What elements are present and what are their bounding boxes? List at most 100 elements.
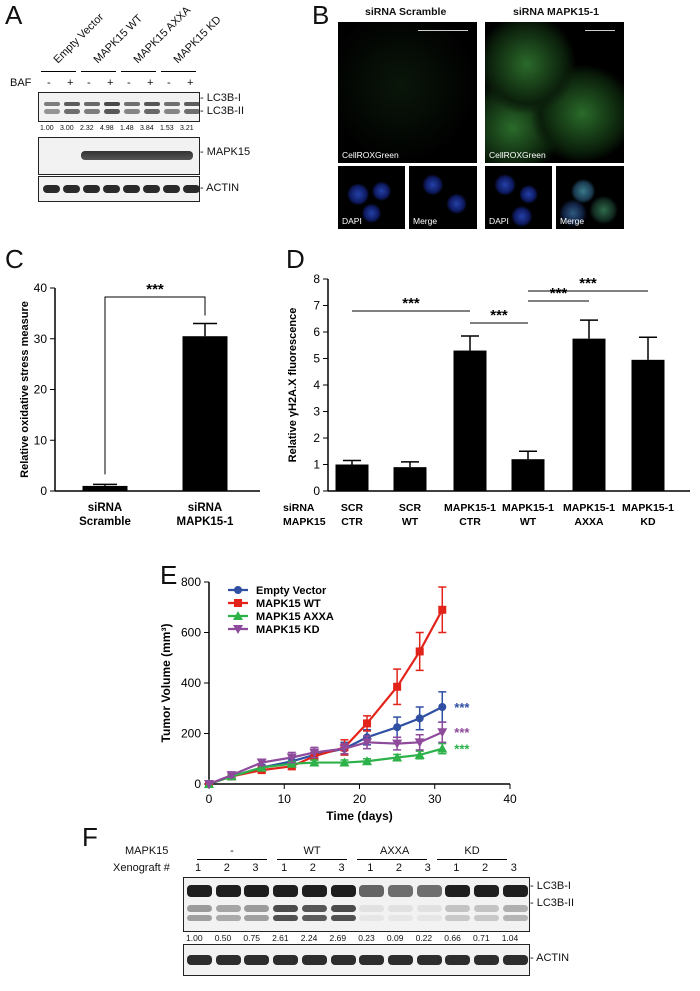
lc3-i-band-a-2 [64,102,80,106]
panel-label-e: E [160,560,178,590]
c-sig-bracket [104,296,206,475]
f-xeno-8: 2 [395,862,403,874]
mapk15-label-f: MAPK15 [125,845,169,857]
lc3-i-band-a-6 [144,102,160,106]
actin-band-a-2 [63,185,80,193]
d-xlabel-2-1: SCR [399,502,422,514]
lc3-ii-lower-band-f-5 [301,915,327,921]
panel-label-f: F [82,822,98,852]
title-mapk15: siRNA MAPK15-1 [513,6,599,18]
panel-label-a: A [5,0,23,30]
lc3b-ii-label-f: - LC3B-II [530,897,575,909]
f-xeno-2: 2 [223,862,230,874]
d-ytick-label-3: 3 [313,405,320,419]
actin-band-a-5 [123,185,140,193]
lc3-ii-lower-band-f-6 [330,915,356,921]
c-bar-2 [182,336,228,491]
lc3-ii-band-a-8 [184,109,199,114]
e-xtick-label-20: 20 [353,792,367,806]
e-legend-marker-3 [233,611,243,620]
lc3-ii-lower-band-f-11 [474,915,499,921]
lc3-ii-band-a-1 [44,109,60,114]
lc3-i-band-f-3 [244,885,270,897]
e-line-3 [208,747,443,786]
e-point-2-9 [415,647,424,656]
d-ytick-label-6: 6 [313,325,320,339]
chart-d: 0 1 2 3 4 5 6 7 8 Relative γH2A.X fluorescence SCR… [283,272,690,528]
title-scramble: siRNA Scramble [365,6,447,18]
c-bar-1 [82,485,128,491]
micro-scramble-cellrox: CellROXGreen [338,22,477,163]
actin-band-a-8 [183,185,199,193]
d-bar-5 [572,338,606,491]
f-group-2: WT [303,845,321,857]
ratio-a-1: 1.00 [40,125,54,132]
chart-e: 0 200 400 600 800 0 10 20 30 40 Time (days) Tumor V… [159,575,517,823]
baf-sign-4: + [107,77,114,89]
actin-band-a-6 [143,185,160,193]
f-group-1: - [230,845,234,857]
lc3-ii-band-f-7 [359,905,385,912]
baf-sign-8: + [187,77,194,89]
actin-band-f-10 [445,955,471,965]
e-ytick-label-200: 200 [181,727,201,741]
lc3-ii-lower-band-f-9 [416,915,442,921]
lc3-i-band-f-12 [502,885,528,897]
e-legend-marker-4 [233,625,243,634]
e-legend-marker-1 [234,586,242,594]
lc3-ii-band-f-5 [301,905,327,912]
e-point-3-6 [339,757,350,767]
e-point-2-8 [393,682,402,691]
lc3-i-band-a-3 [84,102,100,106]
actin-band-a-4 [103,185,120,193]
e-point-4-8 [392,739,403,749]
c-ytick-label-0: 0 [40,484,47,498]
e-xtick-label-10: 10 [278,792,292,806]
e-legend-label-1: Empty Vector [256,585,327,597]
c-xlabel-1-2: Scramble [79,516,131,528]
e-point-4-2 [226,771,237,781]
lc3-i-band-f-2 [215,885,241,897]
actin-band-a-1 [43,185,60,193]
e-ytick-label-800: 800 [181,575,201,589]
d-row-label-2: MAPK15 [283,516,326,528]
lc3-ii-band-a-3 [84,109,100,114]
lc3-ii-lower-band-f-12 [502,915,528,921]
lc3-i-band-f-4 [273,885,299,897]
d-xlabel-3-2: CTR [459,516,481,528]
f-group-line-1 [197,859,267,860]
lc3-i-band-a-8 [184,102,199,106]
lc3-i-band-f-5 [301,885,327,897]
e-point-4-4 [286,753,297,763]
c-ytick-label-40: 40 [34,281,48,295]
lc3-ii-band-f-3 [244,905,270,912]
e-ytick-label-600: 600 [181,626,201,640]
c-ytick-label-20: 20 [34,383,48,397]
f-xeno-9: 3 [424,862,431,874]
d-xlabel-2-2: WT [402,516,419,528]
actin-band-f-9 [416,955,442,965]
d-bar-6 [631,359,665,491]
actin-label-a: - ACTIN [200,182,240,194]
d-ytick-label-2: 2 [313,431,320,445]
d-bar-1 [335,464,369,491]
f-xeno-6: 3 [338,862,345,874]
d-row-label-1: siRNA [283,502,315,514]
f-xeno-10: 1 [453,862,460,874]
micro-scramble-dapi: DAPI [338,166,405,229]
lc3-ii-lower-band-f-2 [215,915,241,921]
f-xeno-1: 1 [195,862,202,874]
baf-sign-6: + [147,77,154,89]
ratio-f-5: 2.24 [300,933,318,943]
lc3-ii-band-a-2 [64,109,80,114]
d-ytick-label-8: 8 [313,272,320,286]
d-sig-stars-2: *** [490,307,508,324]
lc3-ii-band-a-7 [164,109,180,114]
ratio-f-2: 0.50 [214,933,232,943]
lc3-i-band-a-5 [124,102,140,106]
e-sig-1: *** [454,700,470,715]
e-point-4-5 [309,748,320,758]
ratio-a-6: 3.84 [140,125,154,132]
micro-mapk15-dapi: DAPI [485,166,552,229]
